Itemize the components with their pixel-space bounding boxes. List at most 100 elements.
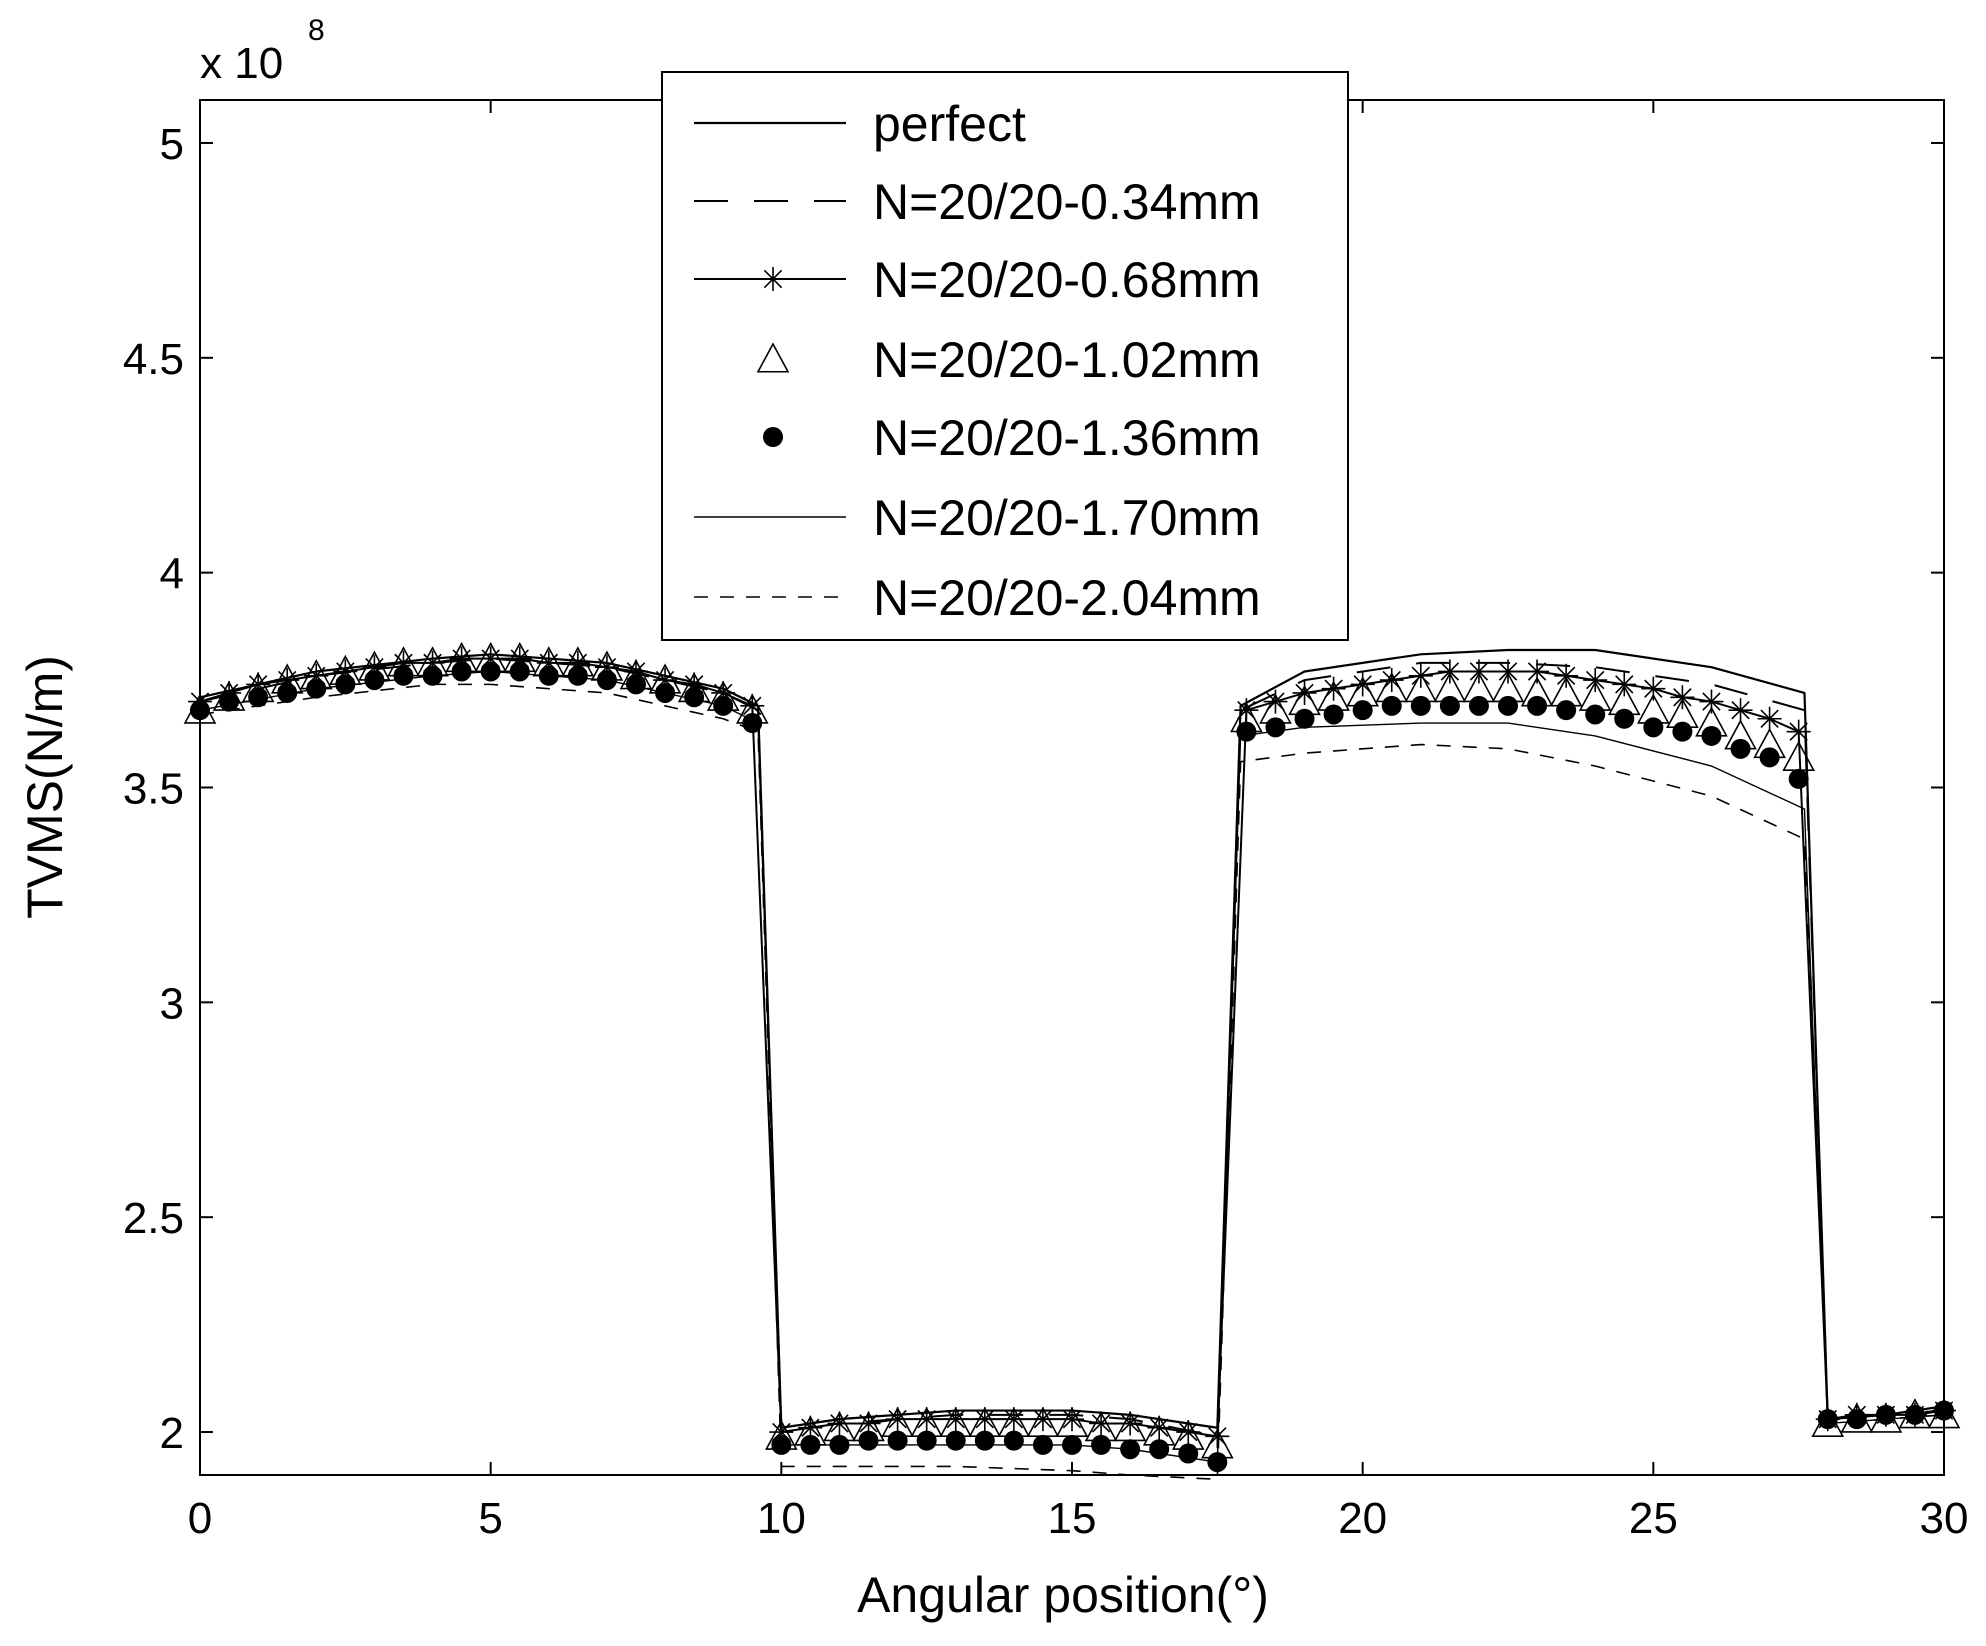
legend-label: N=20/20-1.36mm [873,410,1261,466]
axis-tick-labels: 0 5 10 15 20 25 30 2 2.5 3 3.5 4 4.5 5 [123,120,1969,1543]
legend-item: N=20/20-1.70mm [694,490,1261,546]
data-point-star [1176,1420,1201,1445]
data-point-dot [858,1430,879,1451]
data-point-star [1699,689,1724,714]
data-point-dot [916,1430,937,1451]
data-point-dot [509,661,530,682]
y-tick-label: 4.5 [123,335,184,384]
data-point-dot [1527,695,1548,716]
axis-ticks [199,100,1945,1475]
y-multiplier-exponent: 8 [308,14,325,47]
data-point-star [1612,672,1637,697]
data-point-dot [1643,717,1664,738]
y-tick-label: 5 [160,120,184,169]
data-point-dot [1730,738,1751,759]
data-point-dot [887,1430,908,1451]
y-axis-label: TVMS(N/m) [17,655,73,919]
data-point-star [761,267,785,291]
x-tick-label: 15 [1048,1494,1097,1543]
data-point-star [1583,668,1608,693]
data-point-dot [1410,695,1431,716]
data-point-dot [1498,695,1518,716]
data-point-dot [1439,695,1460,716]
data-point-dot [1236,721,1257,742]
x-tick-label: 20 [1338,1494,1387,1543]
data-point-dot [1672,721,1693,742]
data-point-dot [1846,1409,1867,1430]
data-point-dot [1323,704,1344,725]
data-point-star [1147,1415,1172,1440]
data-point-star [1641,676,1666,701]
data-point-star [1757,706,1782,731]
y-tick-label: 2.5 [123,1194,184,1243]
data-point-dot [1352,700,1373,721]
data-point-star [1089,1411,1114,1436]
x-tick-label: 0 [188,1494,212,1543]
series-layer [183,641,1961,1481]
data-point-dot [1265,717,1286,738]
data-point-dot [1003,1430,1024,1451]
data-point-star [1466,659,1491,684]
data-point-dot [1701,725,1722,746]
legend-label: N=20/20-1.70mm [873,490,1261,546]
data-point-star [1496,659,1520,684]
x-tick-label: 5 [478,1494,502,1543]
data-point-dot [1759,747,1780,768]
legend-label: N=20/20-0.34mm [873,174,1261,230]
data-point-dot [684,687,705,708]
data-point-star [1437,659,1462,684]
data-point-dot [1556,700,1577,721]
data-point-dot [567,665,588,686]
x-tick-label: 30 [1920,1494,1969,1543]
x-tick-label: 10 [757,1494,806,1543]
legend-label: N=20/20-1.02mm [873,332,1261,388]
x-tick-label: 25 [1629,1494,1678,1543]
data-point-dot [1904,1404,1925,1425]
data-point-dot [1149,1439,1170,1460]
legend-label: N=20/20-0.68mm [873,252,1261,308]
data-point-triangle [756,342,790,373]
data-point-dot [763,427,783,447]
data-point-star [914,1407,939,1432]
data-point-star [972,1407,997,1432]
data-point-star [885,1407,910,1432]
x-axis-label: Angular position(°) [857,1567,1269,1623]
data-point-dot [277,682,298,703]
data-point-dot [248,687,269,708]
legend: perfect N=20/20-0.34mm N=20/20-0.68mm N=20/… [661,71,1349,641]
data-point-star [1554,663,1579,688]
legend-item: N=20/20-0.34mm [694,174,1261,230]
legend-label: N=20/20-2.04mm [873,570,1261,626]
data-point-star [1118,1411,1143,1436]
series-line [199,670,1945,1463]
legend-item: perfect [694,96,1026,152]
data-point-dot [1178,1443,1199,1464]
data-point-dot [1585,704,1606,725]
data-point-dot [451,661,472,682]
data-point-dot [945,1430,966,1451]
data-point-star [1060,1407,1084,1432]
data-point-star [1408,663,1433,688]
legend-item: N=20/20-1.02mm [756,332,1261,388]
data-point-dot [393,665,414,686]
legend-label: perfect [873,96,1026,152]
y-tick-label: 3.5 [123,765,184,814]
series-6 [199,670,1945,1463]
legend-box [661,71,1349,641]
data-point-star [1728,698,1753,723]
data-point-star [827,1411,852,1436]
data-point-star [1525,659,1550,684]
data-point-star [1786,719,1811,744]
data-point-dot [364,670,385,691]
y-tick-label: 4 [160,550,184,599]
data-point-dot [974,1430,995,1451]
y-multiplier-base: x 10 [200,39,283,88]
data-point-dot [626,674,646,695]
y-tick-label: 2 [160,1409,184,1458]
data-point-dot [1294,708,1315,729]
legend-item: N=20/20-2.04mm [694,570,1261,626]
legend-item: N=20/20-0.68mm [694,252,1261,308]
data-point-dot [1788,768,1809,789]
data-point-dot [1875,1404,1896,1425]
